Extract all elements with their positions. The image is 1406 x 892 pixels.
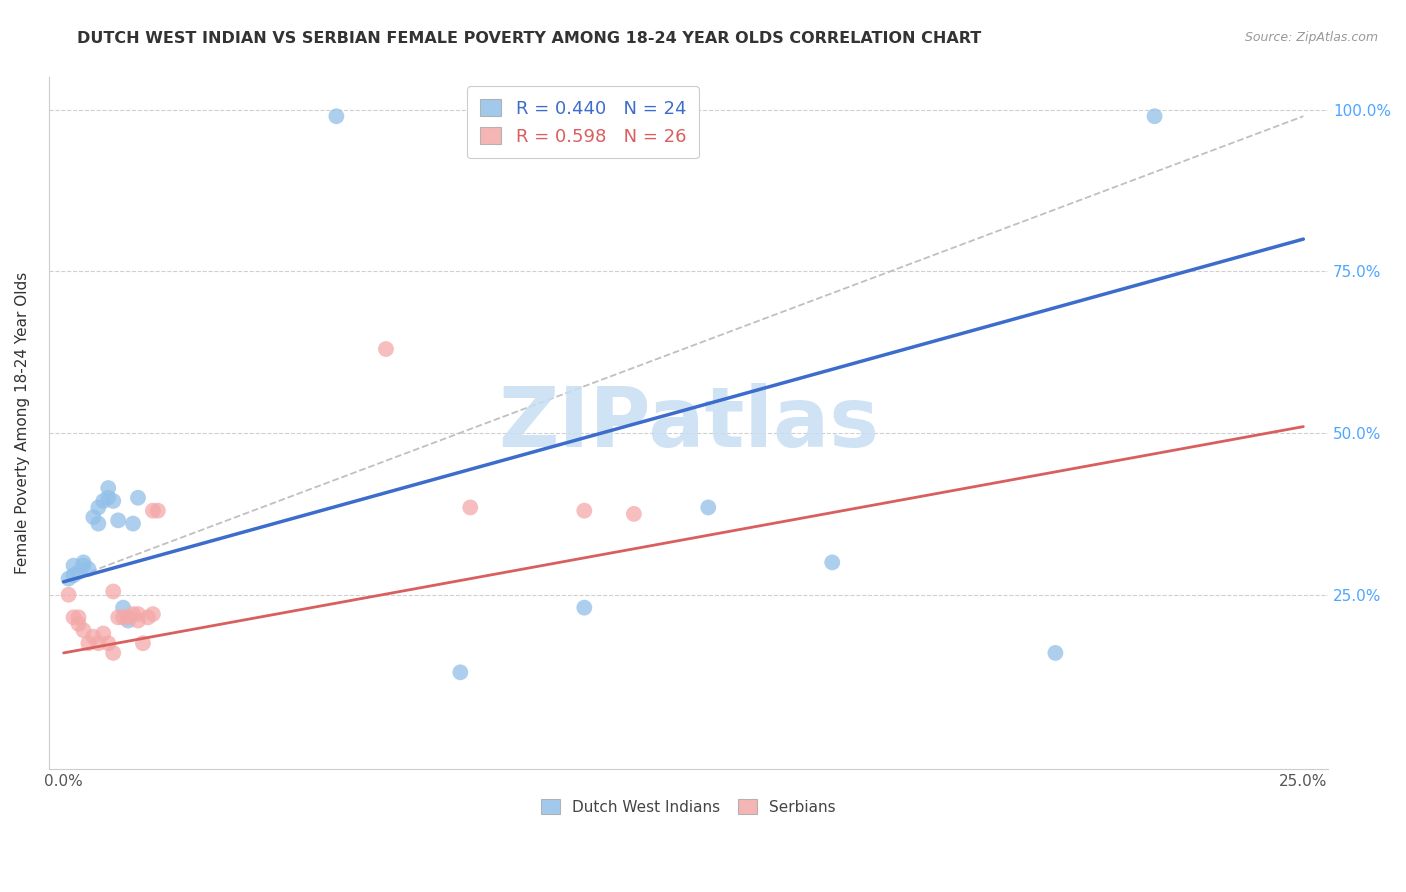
Legend: Dutch West Indians, Serbians: Dutch West Indians, Serbians [533,790,845,824]
Point [146,503,169,517]
Point [67,565,90,579]
Point [77,636,100,650]
Point [127,614,149,628]
Text: Source: ZipAtlas.com: Source: ZipAtlas.com [1244,31,1378,45]
Point [142,607,165,621]
Point [122,516,145,531]
Point [142,503,165,517]
Point [325,109,347,123]
Point [122,607,145,621]
Point [97,491,120,505]
Point [97,636,120,650]
Point [449,665,471,680]
Point [82,510,104,524]
Point [107,610,129,624]
Point [103,494,125,508]
Point [127,607,149,621]
Point [623,507,645,521]
Point [574,600,596,615]
Point [82,630,104,644]
Point [67,616,90,631]
Point [91,626,114,640]
Point [1045,646,1067,660]
Point [72,558,94,573]
Point [72,624,94,638]
Y-axis label: Female Poverty Among 18-24 Year Olds: Female Poverty Among 18-24 Year Olds [15,272,30,574]
Point [87,636,110,650]
Text: ZIPatlas: ZIPatlas [498,383,879,464]
Point [458,500,481,515]
Point [821,555,844,569]
Point [697,500,720,515]
Point [77,562,100,576]
Point [117,614,139,628]
Text: DUTCH WEST INDIAN VS SERBIAN FEMALE POVERTY AMONG 18-24 YEAR OLDS CORRELATION CH: DUTCH WEST INDIAN VS SERBIAN FEMALE POVE… [77,31,981,46]
Point [87,500,110,515]
Point [91,494,114,508]
Point [58,572,80,586]
Point [127,491,149,505]
Point [97,481,120,495]
Point [112,600,135,615]
Point [87,516,110,531]
Point [72,555,94,569]
Point [62,568,84,582]
Point [1143,109,1166,123]
Point [103,584,125,599]
Point [103,646,125,660]
Point [117,610,139,624]
Point [67,610,90,624]
Point [58,588,80,602]
Point [574,503,596,517]
Point [112,610,135,624]
Point [132,636,155,650]
Point [62,558,84,573]
Point [375,342,398,356]
Point [107,513,129,527]
Point [136,610,159,624]
Point [62,610,84,624]
